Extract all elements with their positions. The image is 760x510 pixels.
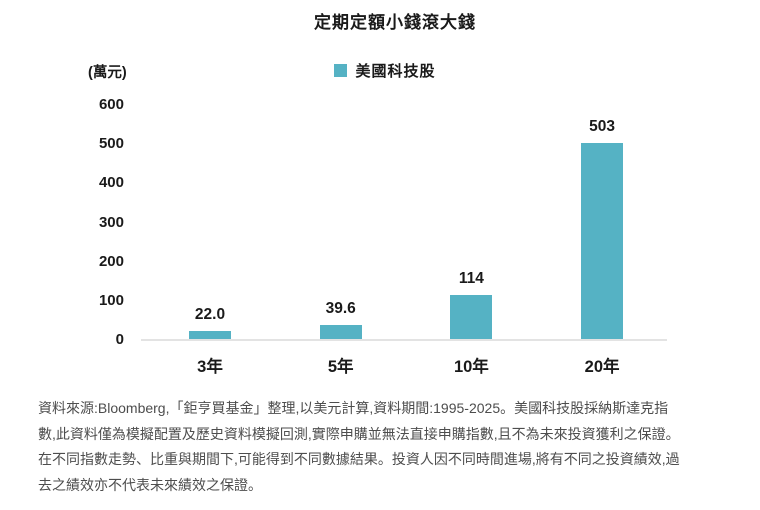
bar-value-label: 39.6 bbox=[325, 299, 356, 317]
bar-value-label: 503 bbox=[589, 118, 616, 135]
disclaimer-line: 去之績效亦不代表未來績效之保證。 bbox=[38, 476, 262, 493]
y-axis-tick-label: 600 bbox=[98, 96, 124, 113]
disclaimer-line: 資料來源:Bloomberg,「鉅亨買基金」整理,以美元計算,資料期間:1995… bbox=[38, 400, 669, 416]
legend: 美國科技股 bbox=[10, 60, 760, 81]
bar-series-3 bbox=[450, 295, 493, 340]
legend-label: 美國科技股 bbox=[355, 63, 436, 80]
bar-series-2 bbox=[319, 324, 362, 340]
bar-series-4 bbox=[581, 143, 624, 340]
x-axis-line bbox=[141, 339, 667, 341]
y-axis-unit-label: (萬元) bbox=[88, 65, 127, 81]
source-disclaimer: 資料來源:Bloomberg,「鉅亨買基金」整理,以美元計算,資料期間:1995… bbox=[38, 396, 738, 498]
chart-title: 定期定額小錢滾大錢 bbox=[314, 13, 476, 32]
x-axis-tick-label: 3年 bbox=[197, 358, 223, 376]
disclaimer-line: 在不同指數走勢、比重與期間下,可能得到不同數據結果。投資人因不同時間進場,將有不… bbox=[38, 451, 680, 467]
disclaimer-line: 數,此資料僅為模擬配置及歷史資料模擬回測,實際申購並無法直接申購指數,且不為未來… bbox=[38, 425, 680, 442]
y-axis-tick-label: 0 bbox=[115, 331, 124, 348]
y-axis-tick-label: 400 bbox=[98, 174, 124, 192]
y-axis-tick-label: 300 bbox=[98, 213, 124, 231]
y-axis-tick-label: 100 bbox=[98, 291, 124, 309]
bar-series-1 bbox=[189, 331, 231, 340]
y-axis-tick-label: 500 bbox=[98, 135, 124, 153]
legend-swatch-icon bbox=[334, 64, 348, 77]
x-axis-tick-label: 20年 bbox=[584, 358, 620, 376]
bar-value-label: 22.0 bbox=[194, 306, 226, 324]
bar-value-label: 114 bbox=[458, 270, 484, 288]
plot-area: 22.0 39.6 114 503 bbox=[141, 105, 667, 340]
x-axis-tick-label: 5年 bbox=[327, 358, 354, 376]
x-axis-tick-label: 10年 bbox=[453, 358, 489, 376]
y-axis-tick-label: 200 bbox=[98, 252, 124, 270]
